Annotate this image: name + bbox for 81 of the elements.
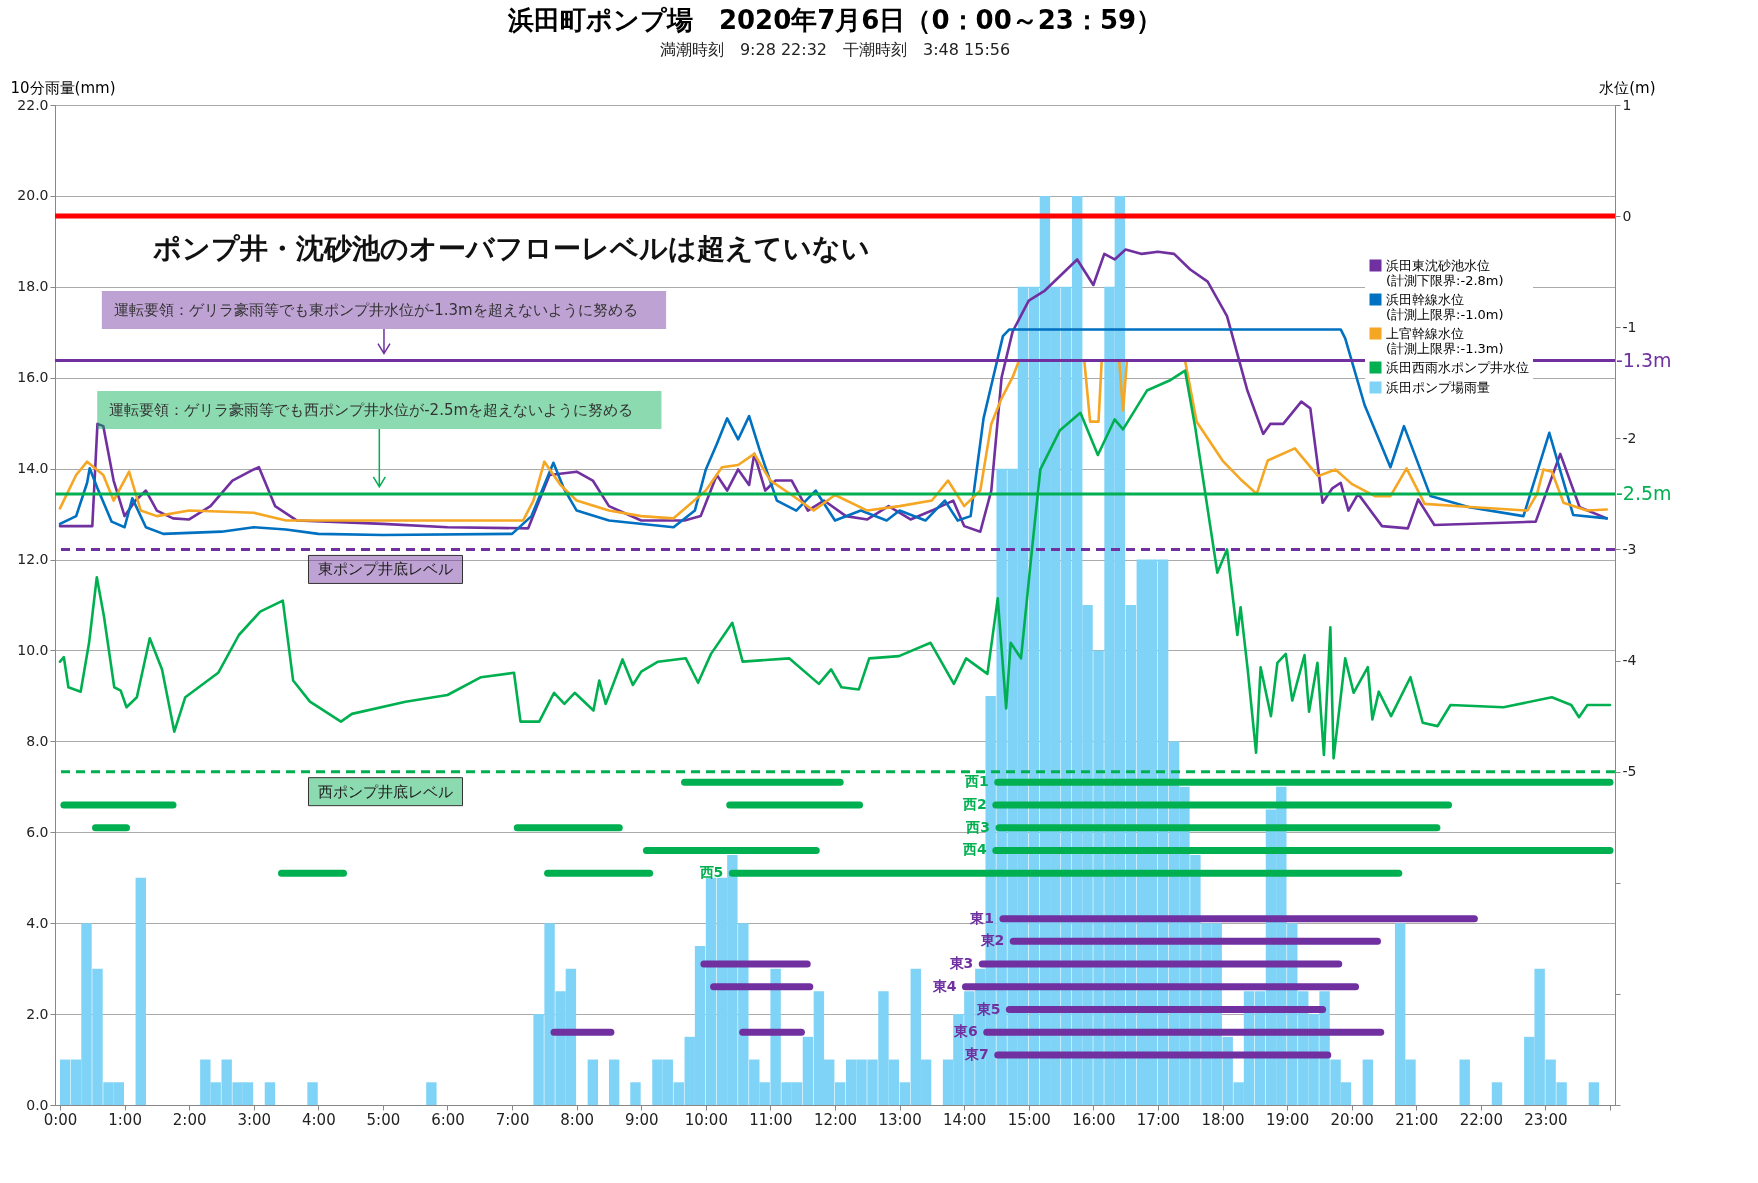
y-tick-label: 16.0 bbox=[17, 369, 49, 386]
legend-label: 浜田西雨水ポンプ井水位 bbox=[1386, 359, 1529, 375]
y-tick-label: 18.0 bbox=[17, 278, 49, 295]
legend-label: 上官幹線水位 (計測上限界:-1.3m) bbox=[1386, 325, 1504, 356]
bar bbox=[264, 1082, 276, 1105]
series-label: 東3 bbox=[948, 955, 974, 972]
y-tick-label: 6.0 bbox=[26, 823, 49, 840]
y2-tick-label: 0 bbox=[1622, 207, 1632, 224]
bar bbox=[1459, 1059, 1470, 1105]
x-tick-label: 8:00 bbox=[560, 1110, 595, 1129]
x-tick-label: 7:00 bbox=[495, 1110, 530, 1129]
series-label: 西4 bbox=[962, 841, 988, 858]
x-tick-label: 9:00 bbox=[624, 1110, 659, 1129]
y-tick-label: 22.0 bbox=[17, 96, 49, 113]
line-series bbox=[58, 328, 1609, 537]
bar bbox=[587, 1059, 599, 1105]
y2-tick-label: -1 bbox=[1622, 318, 1637, 335]
series-label: 東6 bbox=[953, 1023, 978, 1040]
legend-label: 浜田東沈砂池水位 (計測下限界:-2.8m) bbox=[1386, 257, 1504, 288]
x-tick-label: 0:00 bbox=[43, 1110, 78, 1129]
x-tick-label: 20:00 bbox=[1330, 1110, 1374, 1129]
y2-tick-label: 1 bbox=[1622, 96, 1632, 113]
y-tick-label: 0.0 bbox=[26, 1096, 49, 1113]
bar bbox=[307, 1082, 318, 1105]
annotation: 運転要領：ゲリラ豪雨等でも西ポンプ井水位が-2.5mを超えないように努める bbox=[109, 401, 634, 419]
y-axis-title: 10分雨量(mm) bbox=[10, 78, 116, 97]
series-label: 東7 bbox=[964, 1046, 989, 1062]
annotation: 運転要領：ゲリラ豪雨等でも東ポンプ井水位が-1.3mを超えないように努める bbox=[113, 301, 638, 319]
x-tick-label: 17:00 bbox=[1136, 1110, 1181, 1129]
y-tick-label: 4.0 bbox=[26, 914, 49, 931]
bar bbox=[630, 1082, 641, 1105]
legend-label: 浜田ポンプ場雨量 bbox=[1386, 379, 1490, 395]
x-tick-label: 2:00 bbox=[172, 1110, 207, 1129]
x-tick-label: 19:00 bbox=[1265, 1110, 1310, 1129]
x-tick-label: 16:00 bbox=[1072, 1110, 1116, 1129]
bar bbox=[1588, 1082, 1600, 1105]
y-tick-label: 14.0 bbox=[17, 460, 49, 477]
y-tick-label: 8.0 bbox=[26, 732, 49, 749]
bar bbox=[1362, 1059, 1374, 1105]
chart-title: 浜田町ポンプ場 2020年7月6日（0：00～23：59） bbox=[506, 5, 1163, 35]
series-label: 西3 bbox=[965, 818, 991, 835]
x-tick-label: 15:00 bbox=[1007, 1110, 1051, 1129]
y-tick-label: 2.0 bbox=[26, 1005, 49, 1022]
x-tick-label: 6:00 bbox=[431, 1110, 465, 1129]
x-tick-label: 3:00 bbox=[237, 1110, 272, 1129]
x-tick-label: 14:00 bbox=[943, 1110, 987, 1129]
y2-axis-title: 水位(m) bbox=[1599, 78, 1656, 97]
annotation: ポンプ井・沈砂池のオーバフローレベルは超えていない bbox=[153, 232, 870, 265]
legend-label: 浜田幹線水位 (計測上限界:-1.0m) bbox=[1386, 291, 1504, 322]
bar bbox=[1491, 1082, 1503, 1105]
x-tick-label: 5:00 bbox=[366, 1110, 401, 1129]
x-tick-label: 10:00 bbox=[684, 1110, 728, 1129]
series-label: 東5 bbox=[975, 1000, 1001, 1017]
y2-tick-label: -2 bbox=[1622, 429, 1637, 446]
y-tick-label: 20.0 bbox=[17, 187, 49, 204]
series-label: 西1 bbox=[964, 773, 989, 790]
y2-tick-label: -4 bbox=[1622, 652, 1637, 669]
x-tick-label: 13:00 bbox=[878, 1110, 922, 1129]
x-tick-label: 1:00 bbox=[108, 1110, 142, 1129]
series-label: 東4 bbox=[931, 977, 957, 994]
x-tick-label: 22:00 bbox=[1459, 1110, 1503, 1129]
ref-line-label: 西ポンプ井底レベル bbox=[318, 782, 453, 801]
x-tick-label: 12:00 bbox=[813, 1110, 858, 1129]
x-tick-label: 4:00 bbox=[301, 1110, 336, 1129]
bar bbox=[135, 877, 146, 1105]
y-tick-label: 10.0 bbox=[17, 641, 49, 658]
ref-line-label: -1.3m bbox=[1616, 348, 1672, 371]
y-tick-label: 12.0 bbox=[17, 551, 49, 568]
y2-tick-label: -5 bbox=[1622, 763, 1637, 780]
x-tick-label: 18:00 bbox=[1201, 1110, 1245, 1129]
x-tick-label: 21:00 bbox=[1395, 1110, 1439, 1129]
series-label: 西2 bbox=[962, 796, 987, 812]
bar bbox=[426, 1082, 437, 1105]
bar bbox=[608, 1059, 620, 1105]
ref-line-label: -2.5m bbox=[1616, 481, 1672, 504]
chart-subtitle: 満潮時刻 9:28 22:32 干潮時刻 3:48 15:56 bbox=[659, 40, 1011, 59]
y2-tick-label: -3 bbox=[1622, 540, 1637, 557]
x-tick-label: 11:00 bbox=[749, 1110, 793, 1129]
ref-line-label: 東ポンプ井底レベル bbox=[318, 560, 453, 579]
series-label: 西5 bbox=[698, 864, 724, 881]
x-tick-label: 23:00 bbox=[1524, 1110, 1568, 1129]
